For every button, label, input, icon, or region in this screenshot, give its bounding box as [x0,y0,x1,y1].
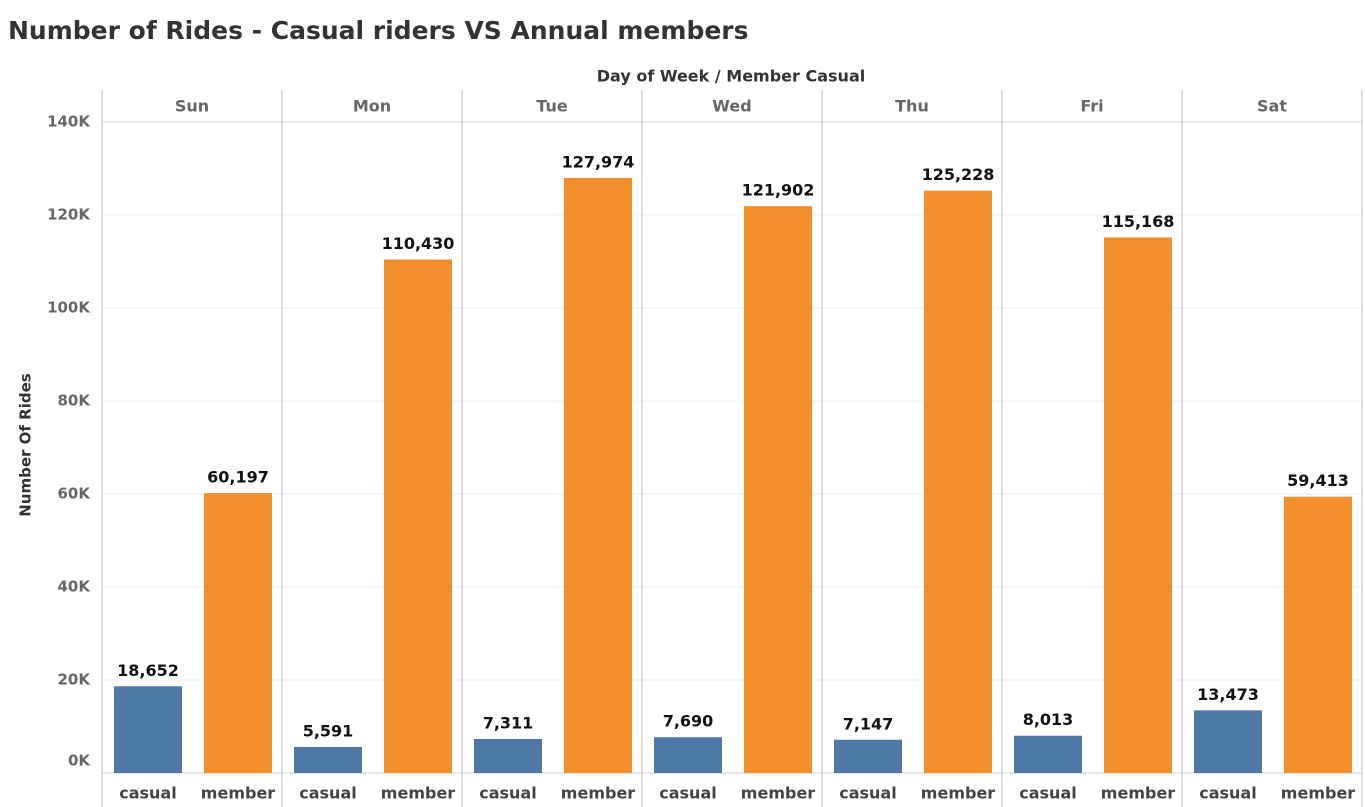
bar [1284,496,1352,773]
x-tick-label: member [921,784,996,803]
x-tick-label: casual [1199,784,1256,803]
column-header: Sun [175,97,209,116]
y-axis-label: Number Of Rides [17,373,35,516]
y-tick-label: 120K [47,206,91,224]
bar [294,747,362,773]
bar [924,190,992,773]
y-tick-label: 100K [47,299,91,317]
bar [564,177,632,773]
value-label: 127,974 [562,152,635,171]
value-label: 8,013 [1023,710,1074,729]
y-tick-label: 20K [58,671,92,689]
x-tick-label: member [561,784,636,803]
value-label: 125,228 [922,165,995,184]
value-label: 59,413 [1287,471,1349,490]
bar [834,739,902,773]
x-tick-label: casual [119,784,176,803]
bar [654,737,722,773]
header-label: Day of Week / Member Casual [597,67,865,86]
x-tick-label: member [1281,784,1356,803]
x-tick-label: member [1101,784,1176,803]
value-label: 13,473 [1197,685,1259,704]
y-tick-label: 140K [47,113,91,131]
value-label: 60,197 [207,468,269,487]
bar [1014,735,1082,773]
x-tick-label: member [201,784,276,803]
value-label: 5,591 [303,722,354,741]
y-tick-label: 40K [58,578,92,596]
x-tick-label: casual [659,784,716,803]
x-tick-label: casual [299,784,356,803]
y-tick-label: 60K [58,485,92,503]
bar [744,206,812,773]
x-tick-label: casual [839,784,896,803]
bar [204,493,272,773]
bar [1194,710,1262,773]
bar [384,259,452,773]
column-header: Mon [353,97,391,116]
chart-title: Number of Rides - Casual riders VS Annua… [8,16,749,45]
y-tick-label: 0K [68,752,91,770]
bar [1104,237,1172,773]
bar [114,686,182,773]
value-label: 7,311 [483,714,534,733]
x-tick-label: casual [1019,784,1076,803]
y-tick-label: 80K [58,392,92,410]
value-label: 115,168 [1102,212,1175,231]
column-header: Wed [712,97,751,116]
value-label: 7,147 [843,714,894,733]
column-header: Thu [895,97,929,116]
value-label: 121,902 [742,181,815,200]
x-tick-label: casual [479,784,536,803]
x-tick-label: member [741,784,816,803]
column-header: Fri [1080,97,1103,116]
column-header: Tue [536,97,568,116]
value-label: 110,430 [382,234,455,253]
value-label: 18,652 [117,661,179,680]
bar [474,739,542,773]
column-header: Sat [1257,97,1287,116]
x-tick-label: member [381,784,456,803]
value-label: 7,690 [663,712,714,731]
